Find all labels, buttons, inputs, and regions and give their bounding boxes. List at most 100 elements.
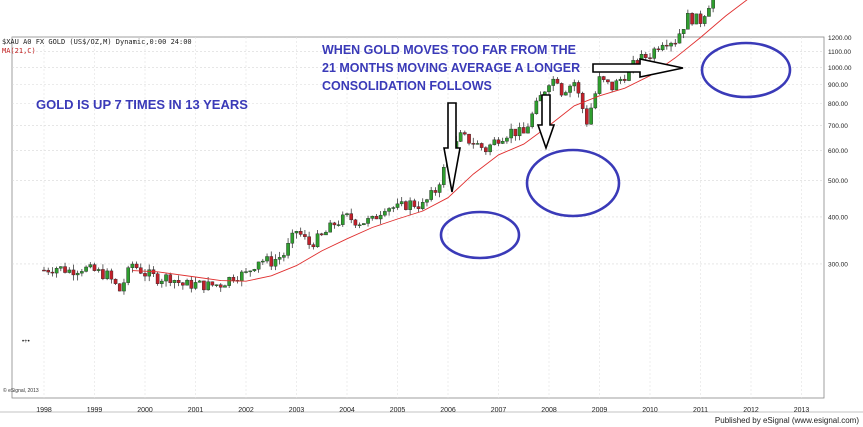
candle-body xyxy=(357,224,362,227)
candle-body xyxy=(404,201,408,210)
candle-body xyxy=(521,127,526,134)
candle-body xyxy=(269,256,274,267)
candle-body xyxy=(572,82,577,87)
candle-body xyxy=(294,231,299,234)
candle-body xyxy=(652,48,657,59)
candle-body xyxy=(239,271,244,282)
candle-body xyxy=(227,276,231,286)
candle-body xyxy=(408,200,412,210)
candle-body xyxy=(370,215,375,219)
candle-body xyxy=(585,108,589,125)
candle-body xyxy=(429,190,433,200)
x-tick-label: 2012 xyxy=(743,407,759,414)
candle-body xyxy=(75,272,80,276)
candle-body xyxy=(437,184,442,193)
candle-body xyxy=(580,92,585,109)
x-tick-label: 2010 xyxy=(642,407,658,414)
candle-body xyxy=(694,13,699,25)
candle-body xyxy=(614,80,619,91)
candle-body xyxy=(416,206,421,209)
candle-body xyxy=(500,141,505,144)
candle-body xyxy=(54,268,59,274)
candle-body xyxy=(345,213,349,216)
candle-body xyxy=(134,263,139,268)
x-tick-label: 2002 xyxy=(238,407,254,414)
candle-body xyxy=(441,167,446,185)
consolidation-ellipse-2012 xyxy=(700,41,792,99)
candle-body xyxy=(484,147,488,153)
note-line-1: WHEN GOLD MOVES TOO FAR FROM THE xyxy=(322,43,576,57)
y-tick-label: 600.00 xyxy=(828,148,848,155)
candle-body xyxy=(576,82,581,94)
candle-body xyxy=(589,107,593,125)
candle-body xyxy=(479,143,484,148)
candle-body xyxy=(265,256,269,262)
candle-body xyxy=(307,236,311,245)
candle-body xyxy=(387,208,391,212)
candle-body xyxy=(374,215,379,220)
candle-body xyxy=(290,232,295,244)
candle-body xyxy=(117,283,122,292)
candle-body xyxy=(181,282,185,286)
candle-body xyxy=(702,16,707,24)
candle-body xyxy=(189,279,194,289)
candle-body xyxy=(412,200,417,207)
candle-body xyxy=(223,285,227,288)
y-tick-label: 700.00 xyxy=(828,123,848,130)
candle-body xyxy=(458,132,463,142)
candle-body xyxy=(67,269,72,273)
candle-body xyxy=(96,269,101,271)
candle-body xyxy=(168,274,173,283)
y-tick-label: 1100.00 xyxy=(828,49,851,56)
x-tick-label: 2000 xyxy=(137,407,153,414)
candle-body xyxy=(362,223,366,226)
x-tick-label: 2013 xyxy=(794,407,810,414)
note-line-2: 21 MONTHS MOVING AVERAGE A LONGER xyxy=(322,61,581,75)
candle-body xyxy=(143,273,147,277)
candle-body xyxy=(336,224,341,226)
candle-body xyxy=(391,207,396,209)
candle-body xyxy=(109,270,114,280)
candle-body xyxy=(425,199,429,203)
candle-body xyxy=(113,278,118,284)
candle-body xyxy=(273,259,278,267)
y-tick-label: 900.00 xyxy=(828,82,848,89)
candle-body xyxy=(547,85,551,93)
candle-body xyxy=(648,57,652,59)
candle-body xyxy=(328,222,332,233)
candle-body xyxy=(509,128,513,139)
candle-body xyxy=(597,76,602,94)
candle-body xyxy=(433,190,438,193)
candle-body xyxy=(332,222,337,226)
copyright-note: © eSignal, 2013 xyxy=(3,388,39,394)
candle-body xyxy=(311,244,316,248)
candle-body xyxy=(282,255,286,258)
consolidation-ellipse-2008 xyxy=(525,148,621,218)
y-tick-label: 1000.00 xyxy=(828,65,852,72)
x-tick-label: 2011 xyxy=(693,407,708,414)
start-marker: •+• xyxy=(22,339,30,345)
candle-body xyxy=(517,127,522,137)
x-tick-label: 2006 xyxy=(440,407,456,414)
candle-body xyxy=(197,280,202,283)
candle-body xyxy=(122,282,126,292)
candle-body xyxy=(248,270,253,273)
candle-body xyxy=(534,100,539,115)
x-tick-label: 2004 xyxy=(339,407,355,414)
consolidation-ellipse-2006 xyxy=(439,210,521,260)
candle-body xyxy=(202,280,206,291)
candle-body xyxy=(551,78,556,86)
candle-body xyxy=(277,257,282,260)
candle-body xyxy=(399,201,404,205)
x-tick-label: 2001 xyxy=(188,407,204,414)
candle-body xyxy=(176,280,181,283)
candle-body xyxy=(681,29,686,34)
candle-body xyxy=(92,264,97,271)
plot-area xyxy=(11,36,825,399)
candle-body xyxy=(643,54,648,58)
candle-body xyxy=(231,276,236,281)
symbol-header: $XAU A0 FX GOLD (US$/OZ,M) Dynamic,0:00 … xyxy=(2,38,192,46)
x-tick-label: 1999 xyxy=(87,407,103,414)
